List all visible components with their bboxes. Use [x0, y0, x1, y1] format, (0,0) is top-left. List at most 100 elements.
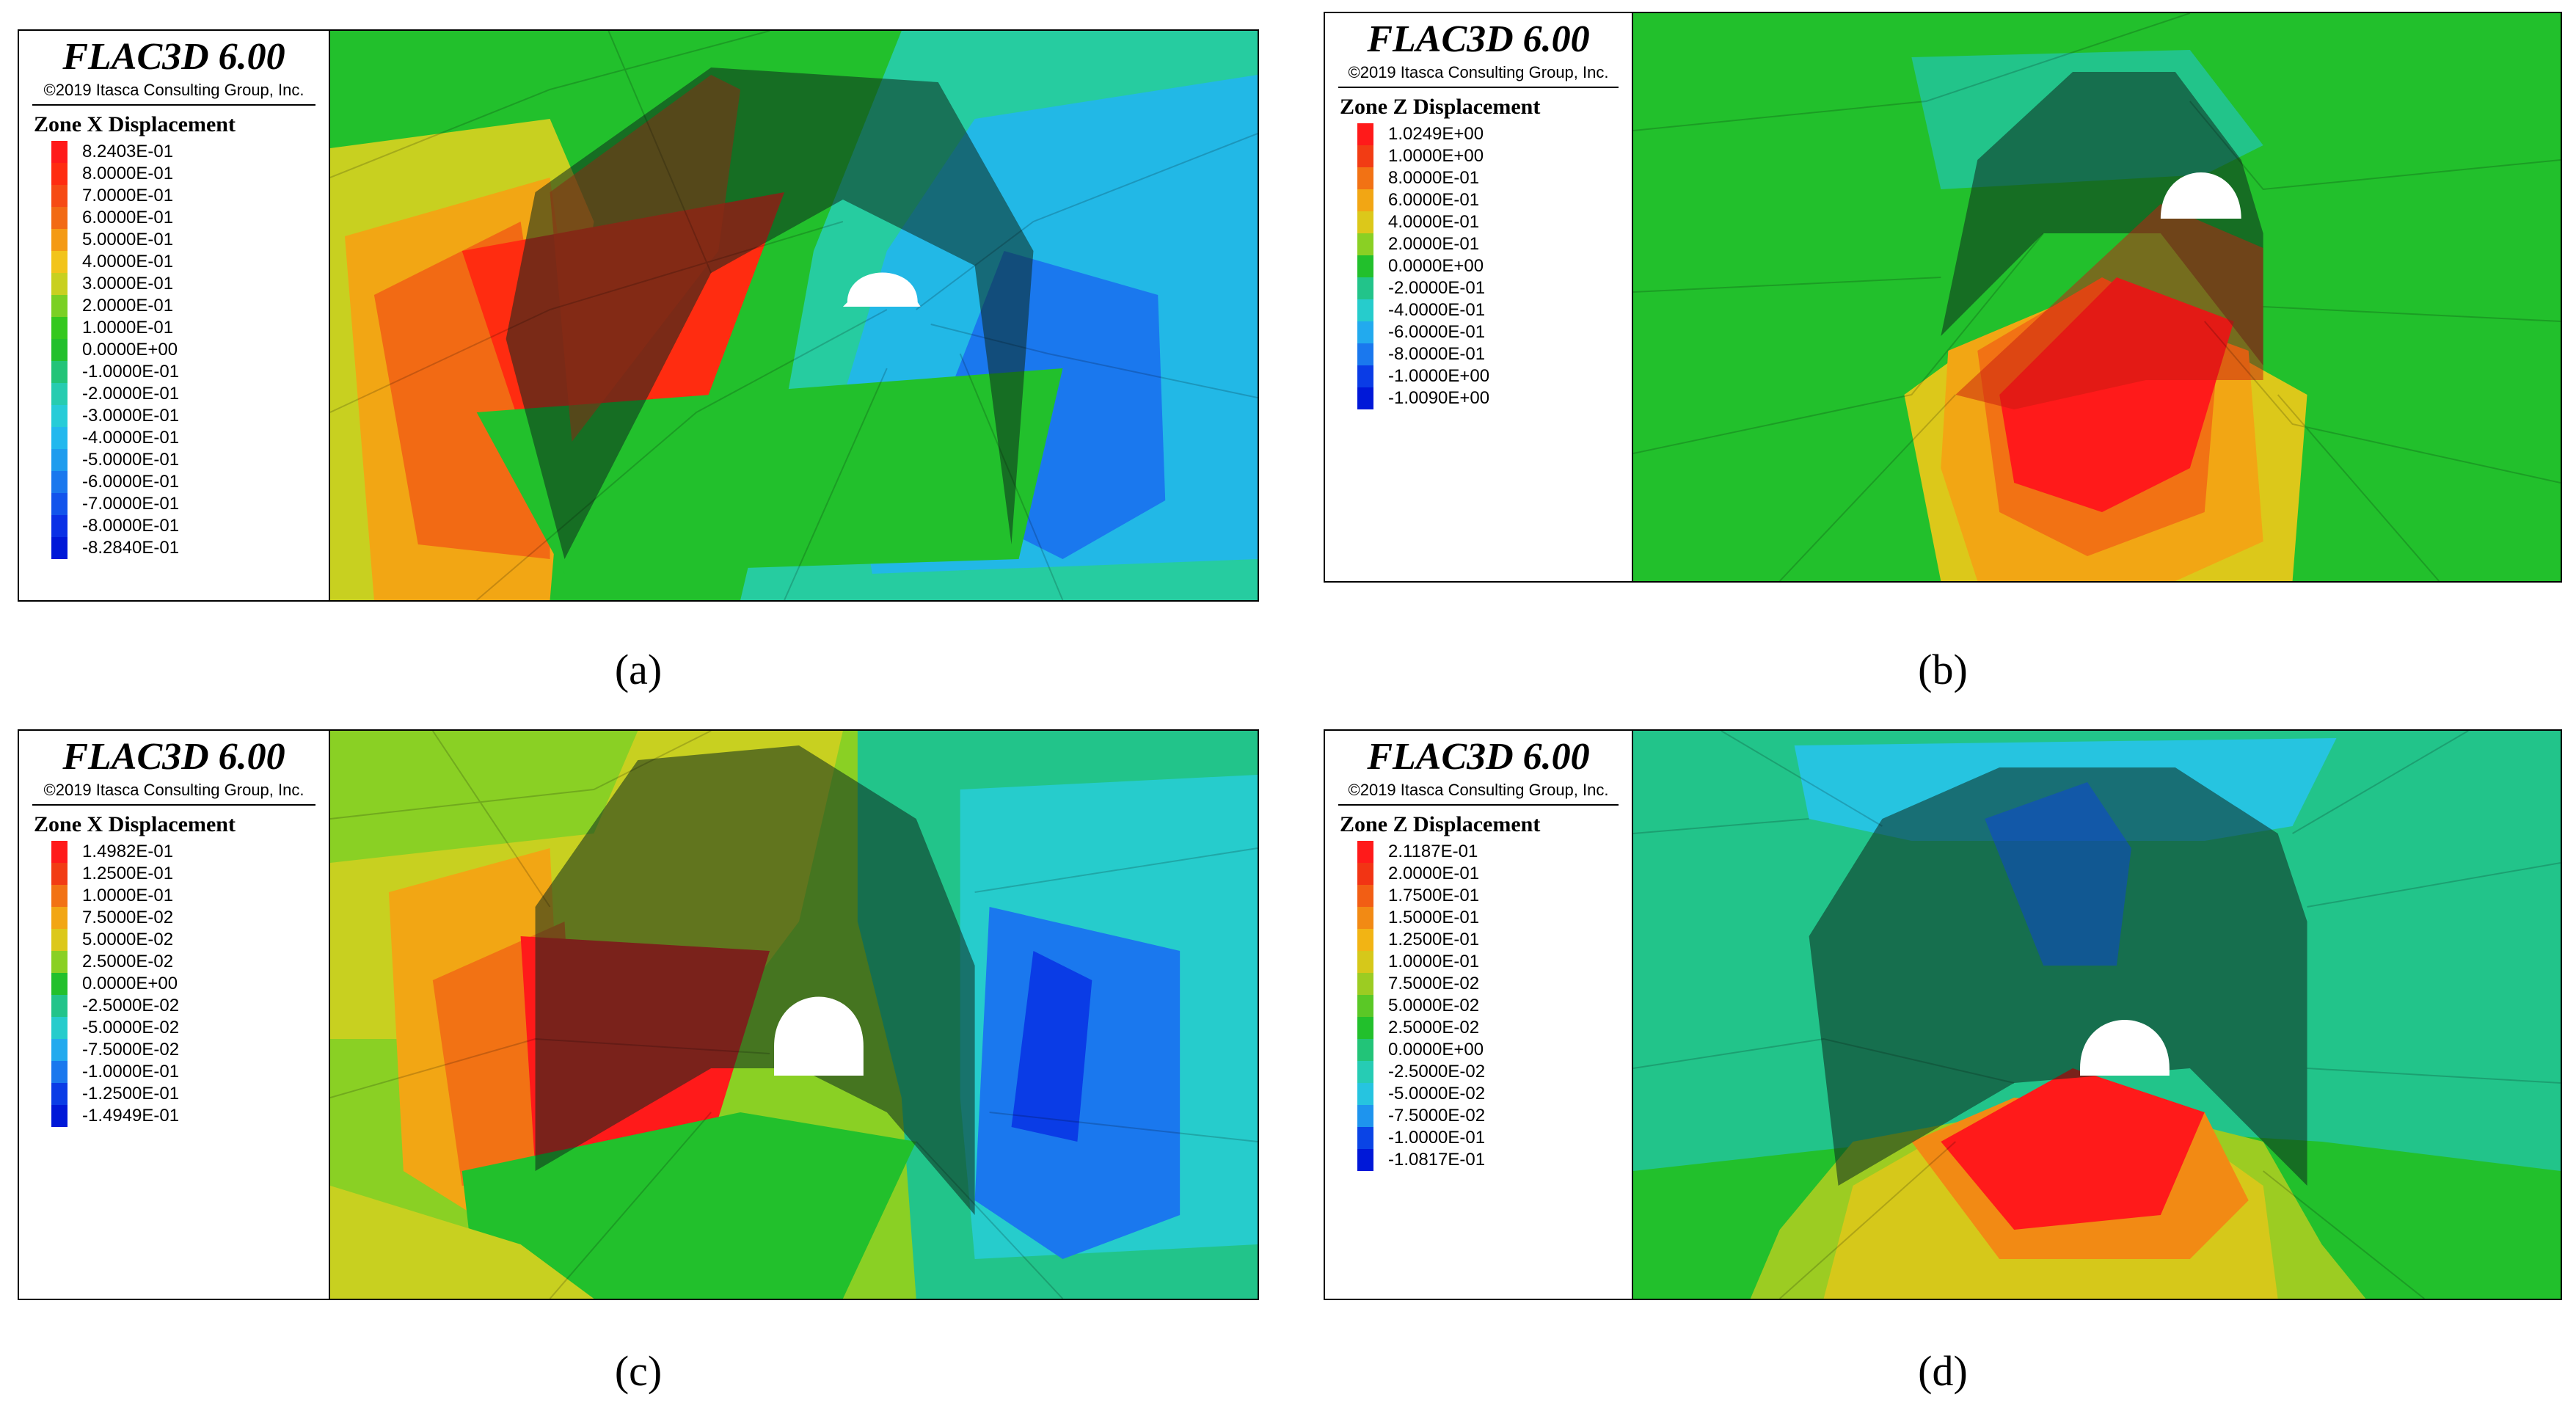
color-swatch: [1357, 321, 1373, 343]
scale-value: 1.0249E+00: [1388, 124, 1484, 144]
legend-a: FLAC3D 6.00 ©2019 Itasca Consulting Grou…: [19, 31, 330, 600]
color-swatch: [1357, 995, 1373, 1017]
scale-value: 0.0000E+00: [82, 974, 178, 993]
scale-value: 6.0000E-01: [82, 208, 174, 227]
color-swatch: [51, 339, 67, 361]
scale-value: 5.0000E-01: [82, 230, 174, 249]
scale-value: -2.5000E-02: [82, 996, 180, 1015]
scale-value: -6.0000E-01: [1388, 322, 1486, 342]
caption-d: (d): [1918, 1347, 1968, 1395]
color-swatch: [51, 251, 67, 273]
scale-value: 1.5000E-01: [1388, 908, 1480, 927]
scale-value: -2.0000E-01: [1388, 278, 1486, 298]
scale-value: -1.2500E-01: [82, 1084, 180, 1104]
scale-value: 1.0000E-01: [82, 318, 174, 338]
caption-b: (b): [1918, 646, 1968, 693]
scale-value: -1.0090E+00: [1388, 388, 1490, 408]
color-swatch: [51, 1017, 67, 1039]
color-swatch: [51, 427, 67, 449]
panel-c: FLAC3D 6.00 ©2019 Itasca Consulting Grou…: [18, 729, 1259, 1300]
color-swatch: [1357, 277, 1373, 299]
color-swatch: [51, 885, 67, 907]
legend-d: FLAC3D 6.00 ©2019 Itasca Consulting Grou…: [1325, 731, 1633, 1299]
color-swatch: [1357, 1127, 1373, 1149]
scale-value: 0.0000E+00: [82, 340, 178, 360]
color-swatch: [51, 317, 67, 339]
color-swatch: [51, 1105, 67, 1127]
caption-a: (a): [614, 646, 663, 693]
color-swatch: [1357, 299, 1373, 321]
scale-value: 1.0000E-01: [1388, 952, 1480, 971]
color-swatch: [51, 841, 67, 863]
color-swatch: [1357, 1149, 1373, 1171]
color-swatch: [51, 471, 67, 493]
scale-value: 6.0000E-01: [1388, 190, 1480, 210]
scale-value: 1.7500E-01: [1388, 886, 1480, 905]
scale-value: -6.0000E-01: [82, 472, 180, 492]
legend-quantity: Zone X Displacement: [34, 812, 236, 836]
color-swatch: [1357, 885, 1373, 907]
color-swatch: [1357, 167, 1373, 189]
color-swatch: [1357, 211, 1373, 233]
color-swatch: [51, 1083, 67, 1105]
copyright-text: ©2019 Itasca Consulting Group, Inc.: [43, 81, 304, 99]
scale-value: -7.0000E-01: [82, 494, 180, 514]
scale-value: -5.0000E-01: [82, 450, 180, 470]
scale-value: 2.0000E-01: [1388, 864, 1480, 883]
software-title: FLAC3D 6.00: [1367, 18, 1590, 60]
color-swatch: [51, 295, 67, 317]
scale-value: 2.0000E-01: [82, 296, 174, 315]
contour-view-b: [1633, 13, 2561, 581]
scale-value: -2.0000E-01: [82, 384, 180, 404]
scale-value: 8.0000E-01: [82, 164, 174, 183]
color-swatch: [1357, 951, 1373, 973]
color-swatch: [51, 537, 67, 559]
color-swatch: [51, 405, 67, 427]
color-swatch: [51, 995, 67, 1017]
color-swatch: [1357, 123, 1373, 145]
scale-value: 5.0000E-02: [1388, 996, 1480, 1015]
color-swatch: [1357, 863, 1373, 885]
legend-c: FLAC3D 6.00 ©2019 Itasca Consulting Grou…: [19, 731, 330, 1299]
scale-value: -4.0000E-01: [82, 428, 180, 448]
scale-value: 8.2403E-01: [82, 142, 174, 161]
legend-quantity: Zone Z Displacement: [1340, 812, 1541, 836]
color-swatch: [1357, 907, 1373, 929]
scale-value: 1.2500E-01: [1388, 930, 1480, 949]
color-swatch: [51, 273, 67, 295]
color-swatch: [1357, 929, 1373, 951]
copyright-text: ©2019 Itasca Consulting Group, Inc.: [1348, 781, 1609, 799]
scale-value: 7.5000E-02: [82, 908, 174, 927]
scale-value: 0.0000E+00: [1388, 256, 1484, 276]
scale-value: -5.0000E-02: [82, 1018, 180, 1037]
scale-value: -4.0000E-01: [1388, 300, 1486, 320]
color-swatch: [51, 493, 67, 515]
color-swatch: [1357, 841, 1373, 863]
color-swatch: [51, 1039, 67, 1061]
contour-view-d: [1633, 731, 2561, 1299]
panel-d: FLAC3D 6.00 ©2019 Itasca Consulting Grou…: [1324, 729, 2562, 1300]
legend-divider: [32, 104, 315, 106]
color-swatch: [1357, 1105, 1373, 1127]
scale-value: 7.5000E-02: [1388, 974, 1480, 993]
scale-value: -8.0000E-01: [1388, 344, 1486, 364]
scale-value: 1.2500E-01: [82, 864, 174, 883]
scale-value: -7.5000E-02: [82, 1040, 180, 1059]
scale-value: -1.4949E-01: [82, 1106, 180, 1126]
color-swatch: [1357, 1061, 1373, 1083]
scale-value: -7.5000E-02: [1388, 1106, 1486, 1126]
color-swatch: [1357, 255, 1373, 277]
color-swatch: [51, 207, 67, 229]
color-swatch: [51, 185, 67, 207]
scale-value: 2.1187E-01: [1388, 842, 1478, 861]
copyright-text: ©2019 Itasca Consulting Group, Inc.: [1348, 63, 1609, 81]
color-swatch: [1357, 387, 1373, 409]
scale-value: 1.0000E+00: [1388, 146, 1484, 166]
panel-b: FLAC3D 6.00 ©2019 Itasca Consulting Grou…: [1324, 12, 2562, 583]
software-title: FLAC3D 6.00: [62, 36, 285, 78]
legend-divider: [32, 804, 315, 806]
contour-view-c: [330, 731, 1258, 1299]
panel-a: FLAC3D 6.00 ©2019 Itasca Consulting Grou…: [18, 29, 1259, 602]
legend-quantity: Zone X Displacement: [34, 112, 236, 136]
scale-value: -5.0000E-02: [1388, 1084, 1486, 1104]
